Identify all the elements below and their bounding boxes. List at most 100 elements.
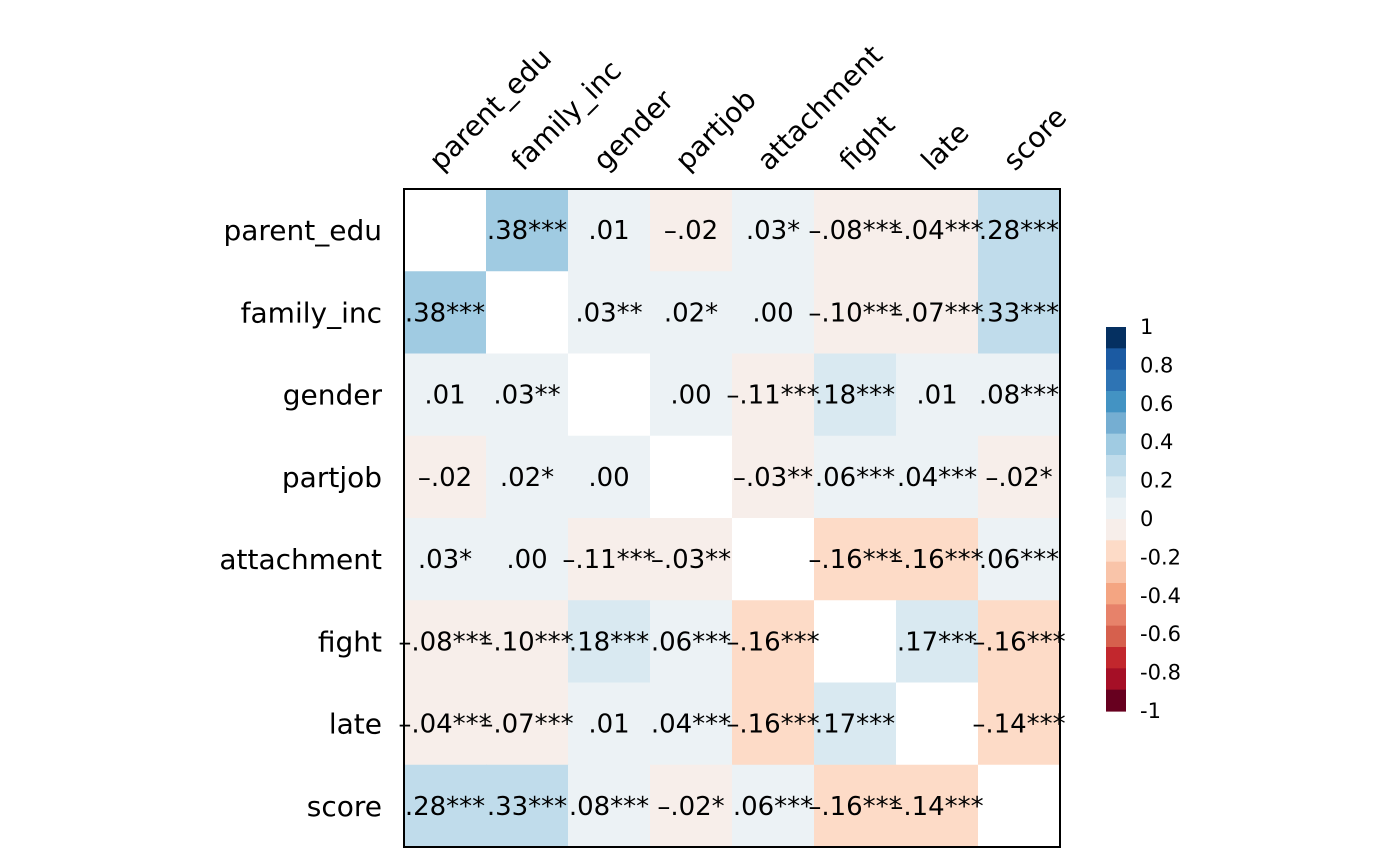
legend-swatch [1106, 540, 1126, 563]
heatmap-cell-gender-partjob [650, 353, 733, 437]
heatmap-cell-fight-parent_edu [404, 600, 487, 684]
heatmap-cell-family_inc-attachment [732, 271, 815, 355]
heatmap-cell-fight-attachment [732, 600, 815, 684]
heatmap-cell-fight-fight [814, 600, 897, 684]
legend-swatch [1106, 327, 1126, 349]
heatmap-cell-late-partjob [650, 682, 733, 766]
cell-label-late-partjob: .04*** [651, 710, 731, 740]
cell-label-parent_edu-attachment: .03* [746, 216, 800, 246]
cell-label-late-gender: .01 [588, 710, 629, 740]
color-legend: 1 0.8 0.6 0.4 0.2 0 -0.2 -0.4 -0.6 -0.8 -1 [1106, 315, 1181, 723]
cell-label-attachment-late: –.16*** [890, 545, 983, 575]
heatmap-cell-score-parent_edu [404, 764, 487, 848]
heatmap-cell-partjob-parent_edu [404, 435, 487, 519]
heatmap-cell-score-family_inc [486, 764, 569, 848]
cell-label-partjob-fight: .06*** [815, 463, 895, 493]
cell-label-fight-parent_edu: –.08*** [398, 627, 491, 657]
heatmap-cell-parent_edu-late [896, 189, 979, 272]
heatmap-cell-parent_edu-score [978, 189, 1061, 272]
heatmap-cell-late-family_inc [486, 682, 569, 766]
heatmap-cell-partjob-partjob [650, 435, 733, 519]
heatmap-cell-fight-score [978, 600, 1061, 684]
cell-label-score-parent_edu: .28*** [405, 792, 485, 822]
heatmap-cell-late-attachment [732, 682, 815, 766]
heatmap-cell-parent_edu-family_inc [486, 189, 569, 272]
legend-tick-label: 0.8 [1140, 353, 1173, 377]
heatmap-cell-partjob-attachment [732, 435, 815, 519]
cell-label-family_inc-gender: .03** [575, 298, 642, 328]
cell-label-late-parent_edu: –.04*** [398, 710, 491, 740]
row-label-partjob: partjob [282, 461, 382, 494]
column-label-score: score [997, 100, 1074, 177]
cell-label-score-attachment: .06*** [733, 792, 813, 822]
cell-label-fight-attachment: –.16*** [726, 627, 819, 657]
cell-label-family_inc-late: –.07*** [890, 298, 983, 328]
cell-label-parent_edu-score: .28*** [979, 216, 1059, 246]
cell-label-parent_edu-late: –.04*** [890, 216, 983, 246]
row-label-parent_edu: parent_edu [223, 214, 382, 247]
cell-label-score-partjob: –.02* [657, 792, 724, 822]
heatmap-cell-attachment-fight [814, 518, 897, 601]
cell-label-partjob-attachment: –.03** [733, 463, 813, 493]
heatmap-cell-gender-gender [568, 353, 651, 437]
cell-label-parent_edu-partjob: –.02 [664, 216, 718, 246]
cell-label-gender-score: .08*** [979, 381, 1059, 411]
heatmap-cell-late-gender [568, 682, 651, 766]
cell-label-fight-partjob: .06*** [651, 627, 731, 657]
heatmap-border [403, 188, 1061, 848]
legend-tick-label: 0.4 [1140, 430, 1173, 454]
legend-tick-label: -0.4 [1140, 584, 1181, 608]
legend-tick-label: 0 [1140, 507, 1153, 531]
heatmap-cell-partjob-score [978, 435, 1061, 519]
heatmap-cell-labels: .38*** .01 –.02.03* –.08***–.04***.28***.38… [398, 216, 1065, 822]
column-labels: parent_edufamily_incgenderpartjobattachm… [423, 39, 1074, 177]
cell-label-attachment-family_inc: .00 [506, 545, 547, 575]
heatmap-cell-score-attachment [732, 764, 815, 848]
heatmap-cell-partjob-fight [814, 435, 897, 519]
cell-label-attachment-partjob: –.03** [651, 545, 731, 575]
cell-label-partjob-family_inc: .02* [500, 463, 554, 493]
heatmap-cell-score-partjob [650, 764, 733, 848]
cell-label-late-score: –.14*** [972, 710, 1065, 740]
heatmap-cell-family_inc-partjob [650, 271, 733, 355]
cell-label-attachment-fight: –.16*** [808, 545, 901, 575]
cell-label-fight-score: –.16*** [972, 627, 1065, 657]
legend-swatch [1106, 369, 1126, 392]
heatmap-cell-late-late [896, 682, 979, 766]
cell-label-family_inc-attachment: .00 [752, 298, 793, 328]
cell-label-gender-attachment: –.11*** [726, 381, 819, 411]
cell-label-family_inc-fight: –.10*** [808, 298, 901, 328]
row-label-late: late [329, 708, 382, 741]
cell-label-attachment-gender: –.11*** [562, 545, 655, 575]
legend-tick-label: -1 [1140, 699, 1161, 723]
legend-swatch [1106, 561, 1126, 584]
heatmap-cell-attachment-gender [568, 518, 651, 601]
cell-label-late-attachment: –.16*** [726, 710, 819, 740]
heatmap-cell-fight-family_inc [486, 600, 569, 684]
legend-tick-label: 0.6 [1140, 392, 1173, 416]
cell-label-score-family_inc: .33*** [487, 792, 567, 822]
heatmap-cell-attachment-family_inc [486, 518, 569, 601]
heatmap-cell-score-gender [568, 764, 651, 848]
heatmap-cells [404, 189, 1061, 848]
column-label-fight: fight [833, 108, 902, 177]
legend-swatch [1106, 476, 1126, 499]
legend-swatch [1106, 668, 1126, 691]
cell-label-partjob-gender: .00 [588, 463, 629, 493]
cell-label-gender-partjob: .00 [670, 381, 711, 411]
heatmap-cell-late-parent_edu [404, 682, 487, 766]
legend-tick-label: -0.2 [1140, 545, 1181, 569]
cell-label-gender-family_inc: .03** [493, 381, 560, 411]
heatmap-cell-parent_edu-gender [568, 189, 651, 272]
heatmap-cell-fight-partjob [650, 600, 733, 684]
heatmap-cell-score-score [978, 764, 1061, 848]
heatmap-cell-gender-fight [814, 353, 897, 437]
cell-label-late-fight: .17*** [815, 710, 895, 740]
cell-label-partjob-score: –.02* [985, 463, 1052, 493]
cell-label-fight-family_inc: –.10*** [480, 627, 573, 657]
cell-label-partjob-late: .04*** [897, 463, 977, 493]
cell-label-parent_edu-gender: .01 [588, 216, 629, 246]
legend-swatch [1106, 348, 1126, 371]
cell-label-family_inc-score: .33*** [979, 298, 1059, 328]
